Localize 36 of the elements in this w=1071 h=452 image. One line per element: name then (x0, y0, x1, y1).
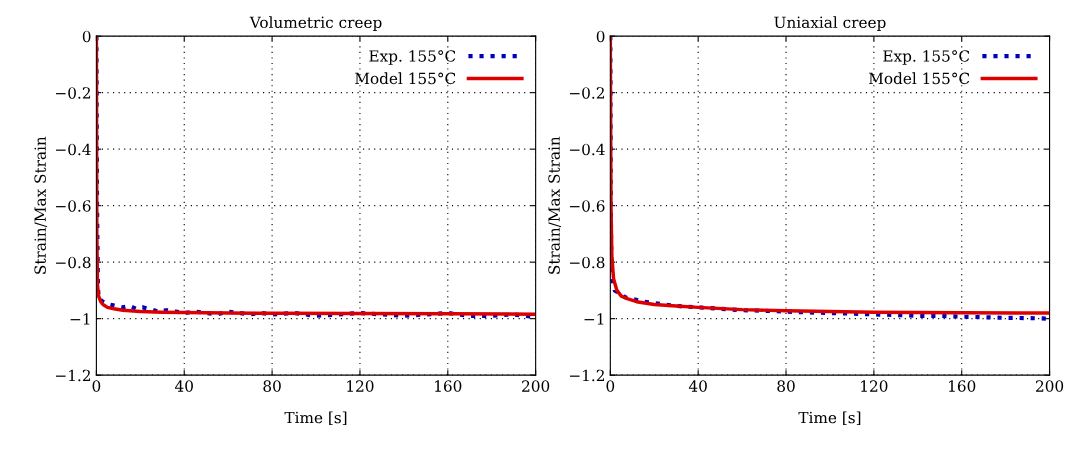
y-tick-label: −1 (70, 313, 90, 325)
x-tick-label: 160 (435, 380, 462, 392)
x-tick-label: 200 (522, 380, 550, 392)
x-tick-label: 120 (347, 380, 374, 392)
y-tick-label: 0 (596, 30, 605, 43)
legend-label: Exp. 155°C (883, 50, 970, 65)
legend-label: Model 155°C (355, 72, 456, 85)
x-axis-title: Time [s] (284, 411, 347, 426)
x-tick-label: 0 (92, 380, 101, 392)
x-tick-label: 120 (861, 380, 888, 392)
y-tick-label: −0.8 (569, 256, 605, 269)
legend-label: Exp. 155°C (369, 50, 456, 65)
y-tick-label: −0.2 (569, 87, 604, 99)
y-tick-label: −1 (584, 313, 604, 325)
x-tick-label: 40 (688, 380, 707, 392)
legend-label: Model 155°C (869, 72, 970, 85)
x-axis-title: Time [s] (798, 411, 861, 426)
x-tick-label: 160 (949, 380, 976, 392)
y-tick-label: 0 (82, 30, 91, 43)
y-axis-title: Strain/Max Strain (548, 136, 562, 274)
y-tick-label: −0.2 (56, 87, 91, 99)
y-tick-label: −0.4 (56, 143, 91, 156)
y-tick-label: −1.2 (569, 369, 604, 382)
y-tick-label: −1.2 (56, 369, 91, 382)
y-tick-label: −0.8 (56, 256, 91, 269)
x-tick-label: 200 (1036, 380, 1064, 392)
x-tick-label: 80 (263, 380, 281, 392)
y-axis-title: Strain/Max Strain (34, 136, 48, 274)
y-tick-label: −0.6 (56, 200, 91, 212)
y-tick-label: −0.6 (569, 200, 605, 212)
y-tick-label: −0.4 (569, 143, 605, 156)
chart-title: Volumetric creep (249, 16, 382, 31)
x-tick-label: 40 (174, 380, 193, 392)
chart-title: Uniaxial creep (774, 16, 886, 31)
x-tick-label: 80 (777, 380, 795, 392)
x-tick-label: 0 (606, 380, 615, 392)
